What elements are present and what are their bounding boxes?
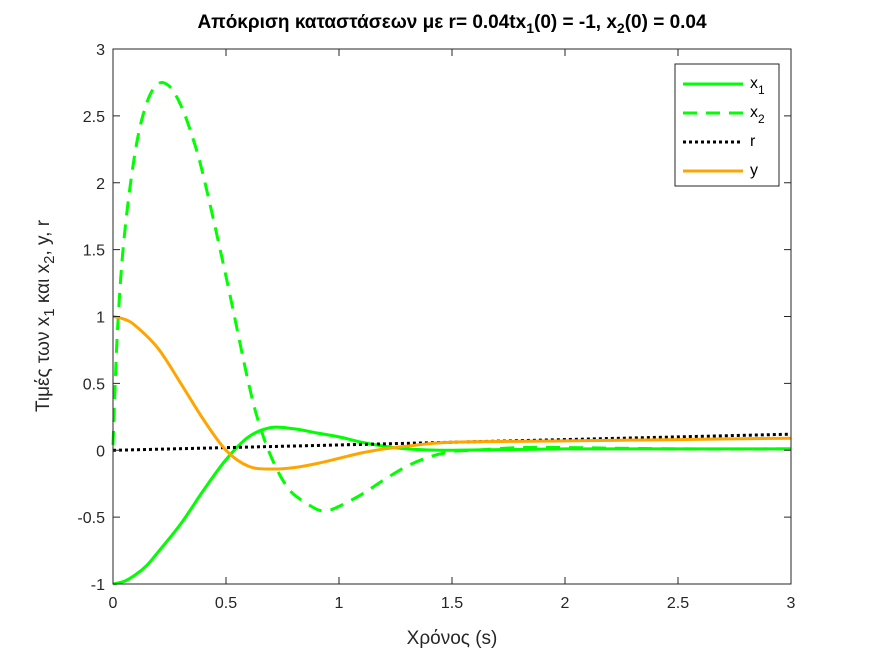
series-line-3 bbox=[112, 432, 792, 452]
series-layer bbox=[111, 81, 792, 586]
y-tick-label: 1 bbox=[96, 310, 105, 327]
x-tick-label: 0 bbox=[109, 595, 118, 612]
y-axis-label: Τιμές των x1 και x2, y, r bbox=[33, 219, 58, 412]
chart-title: Απόκριση καταστάσεων με r= 0.04tx1(0) = … bbox=[197, 12, 707, 36]
legend-label: y bbox=[750, 162, 758, 179]
legend-entries: x1 x2 ry bbox=[683, 75, 765, 179]
series-line-2 bbox=[111, 81, 792, 513]
legend-label: x2 bbox=[750, 104, 765, 126]
x-tick-label: 1.5 bbox=[441, 595, 463, 612]
series-line-4 bbox=[112, 315, 792, 471]
x-tick-label: 2 bbox=[561, 595, 570, 612]
legend-label: x1 bbox=[750, 75, 765, 97]
x-tick-label: 1 bbox=[335, 595, 344, 612]
y-tick-label: 0 bbox=[96, 443, 105, 460]
ticks-layer: 0 0.5 1 1.5 2 2.5 3 -1 -0.5 0 0.5 1 1.5 2 2.5 3 bbox=[77, 42, 795, 612]
legend: x1 x2 ry bbox=[674, 63, 780, 187]
x-axis-label: Χρόνος (s) bbox=[407, 628, 498, 649]
x-tick-label: 3 bbox=[787, 595, 796, 612]
y-tick-label: -1 bbox=[91, 577, 105, 594]
y-tick-label: 3 bbox=[96, 42, 105, 59]
x-tick-label: 0.5 bbox=[215, 595, 237, 612]
x-tick-label: 2.5 bbox=[667, 595, 689, 612]
y-tick-label: 0.5 bbox=[83, 376, 105, 393]
series-line-1 bbox=[112, 425, 791, 586]
y-tick-label: 2.5 bbox=[83, 109, 105, 126]
y-tick-label: 1.5 bbox=[83, 243, 105, 260]
y-tick-label: 2 bbox=[96, 176, 105, 193]
y-tick-label: -0.5 bbox=[77, 510, 105, 527]
legend-label: r bbox=[750, 133, 756, 150]
